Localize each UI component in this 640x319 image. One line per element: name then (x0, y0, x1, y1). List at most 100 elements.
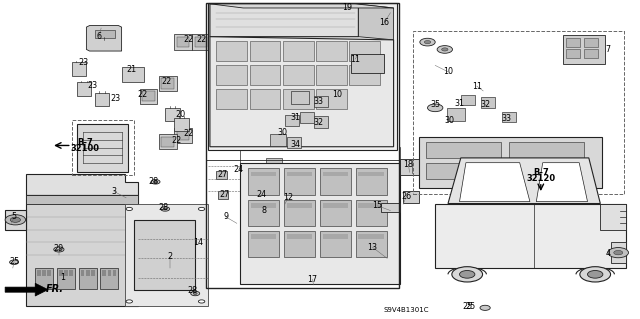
Bar (102, 270, 106, 276)
Bar (251, 203, 276, 208)
Circle shape (452, 267, 483, 282)
Bar (100, 268, 118, 289)
Bar (177, 37, 189, 47)
Circle shape (193, 293, 197, 294)
Bar (72, 120, 134, 175)
Polygon shape (287, 137, 301, 148)
Polygon shape (349, 65, 380, 85)
Bar (64, 270, 68, 276)
Bar (509, 163, 584, 179)
Circle shape (163, 208, 167, 210)
Text: 22: 22 (171, 136, 181, 145)
Text: 14: 14 (193, 238, 204, 247)
Bar (323, 234, 348, 239)
Polygon shape (356, 200, 387, 226)
Bar (566, 49, 580, 58)
Circle shape (424, 41, 431, 44)
Text: 22: 22 (196, 35, 207, 44)
Polygon shape (316, 41, 347, 61)
Polygon shape (403, 191, 419, 203)
Polygon shape (192, 34, 210, 50)
Text: 5: 5 (12, 212, 17, 221)
Text: 26: 26 (401, 192, 412, 201)
Polygon shape (349, 41, 380, 61)
Text: 27: 27 (219, 190, 229, 199)
Text: 28: 28 (187, 286, 197, 295)
Circle shape (126, 207, 132, 211)
Polygon shape (284, 231, 315, 257)
Text: FR.: FR. (46, 284, 64, 294)
Bar (113, 270, 116, 276)
Bar (323, 203, 348, 208)
Text: 7: 7 (605, 45, 611, 54)
Bar (134, 220, 195, 290)
Bar (57, 268, 75, 289)
Text: 16: 16 (379, 19, 389, 27)
Circle shape (54, 247, 64, 252)
Polygon shape (216, 89, 247, 109)
Bar (47, 270, 51, 276)
Polygon shape (77, 82, 91, 96)
Polygon shape (26, 174, 138, 195)
Bar (142, 91, 155, 101)
Polygon shape (125, 204, 208, 306)
Circle shape (198, 300, 205, 303)
Bar (584, 49, 598, 58)
Text: 18: 18 (403, 160, 413, 169)
Polygon shape (86, 26, 122, 51)
Bar (287, 234, 312, 239)
Polygon shape (320, 200, 351, 226)
Bar (86, 270, 90, 276)
Circle shape (442, 48, 448, 51)
Bar (358, 172, 384, 176)
Circle shape (151, 180, 160, 184)
Polygon shape (502, 112, 516, 122)
Polygon shape (611, 242, 626, 263)
Circle shape (588, 271, 603, 278)
Text: 12: 12 (283, 193, 293, 202)
Polygon shape (174, 118, 189, 131)
Circle shape (420, 38, 435, 46)
Bar (69, 270, 73, 276)
Text: B-7: B-7 (533, 168, 548, 177)
Polygon shape (26, 195, 138, 306)
Bar (37, 270, 41, 276)
Text: 9: 9 (223, 212, 228, 221)
Text: 31: 31 (291, 113, 301, 122)
Text: 6: 6 (97, 32, 102, 41)
Polygon shape (481, 97, 495, 108)
Circle shape (614, 250, 623, 255)
Polygon shape (351, 54, 384, 73)
Polygon shape (400, 159, 422, 175)
Polygon shape (218, 191, 228, 199)
Text: 33: 33 (314, 97, 324, 106)
Polygon shape (174, 34, 192, 50)
Circle shape (198, 207, 205, 211)
Bar (35, 268, 53, 289)
Text: 19: 19 (342, 4, 353, 12)
Polygon shape (356, 168, 387, 195)
Polygon shape (316, 65, 347, 85)
Polygon shape (355, 4, 394, 40)
Text: 30: 30 (444, 116, 454, 125)
Bar (584, 38, 598, 47)
Polygon shape (314, 116, 328, 128)
Polygon shape (356, 231, 387, 257)
Circle shape (5, 215, 26, 225)
Text: 25: 25 (462, 302, 472, 311)
Bar (413, 31, 624, 194)
Bar (177, 130, 189, 140)
Polygon shape (448, 158, 600, 204)
Bar (59, 270, 63, 276)
Polygon shape (600, 204, 626, 230)
Text: S9V4B1301C: S9V4B1301C (384, 308, 429, 313)
Bar (509, 142, 584, 158)
Polygon shape (536, 163, 588, 202)
Polygon shape (300, 112, 314, 123)
Polygon shape (5, 283, 48, 296)
Bar (42, 270, 46, 276)
Polygon shape (210, 37, 394, 147)
Text: 21: 21 (126, 65, 136, 74)
Text: 11: 11 (350, 55, 360, 63)
Text: 8: 8 (261, 206, 266, 215)
